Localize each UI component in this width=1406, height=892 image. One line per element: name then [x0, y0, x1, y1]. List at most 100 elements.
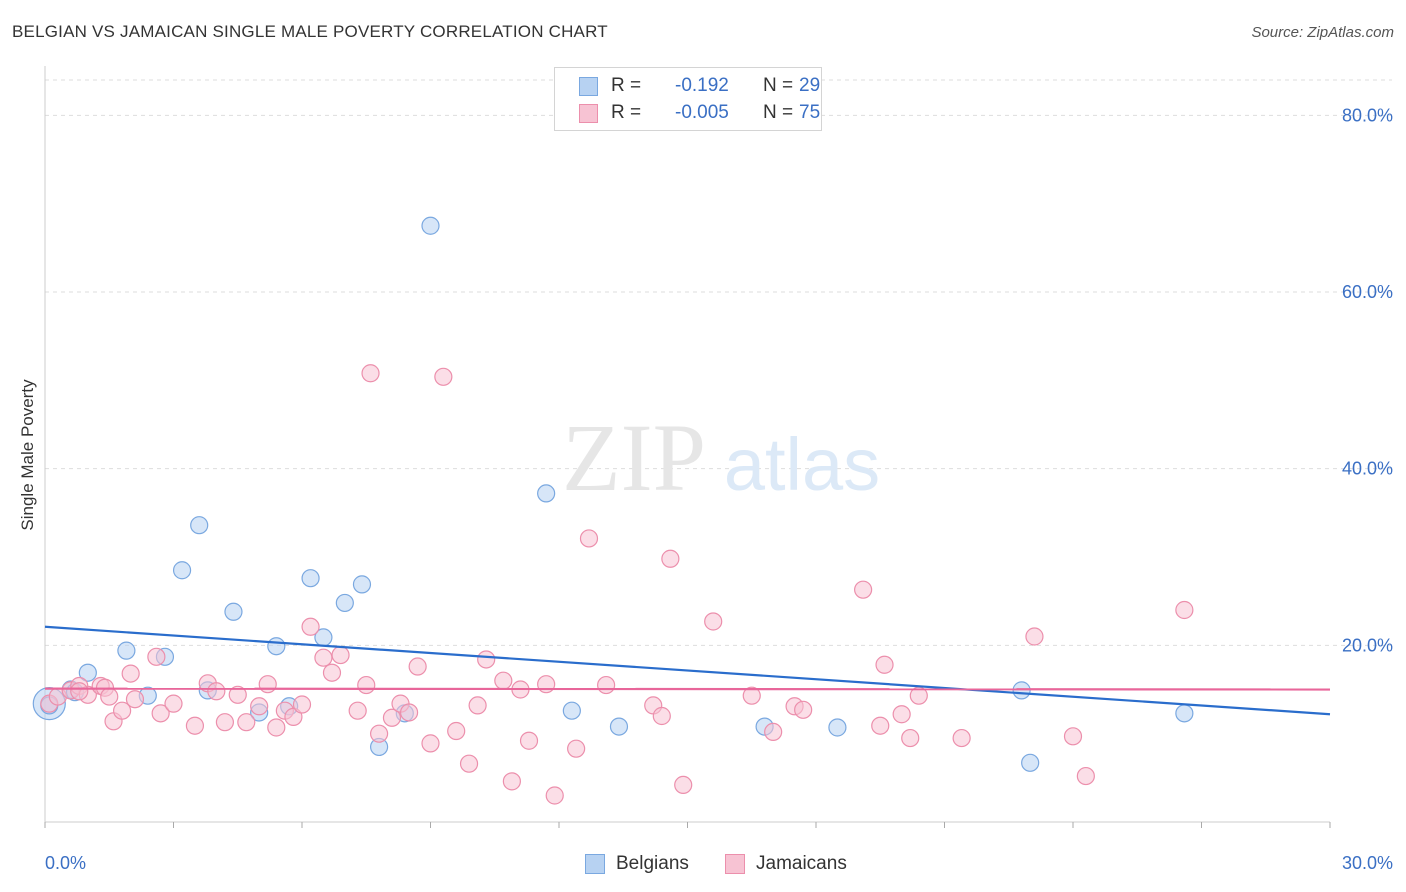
r-label: R =	[611, 75, 642, 96]
belgian-point	[1175, 704, 1194, 723]
jamaican-point	[228, 685, 247, 704]
jamaican-point	[382, 708, 402, 727]
jamaican-point	[661, 549, 680, 568]
belgian-point	[78, 663, 97, 682]
jamaican-point	[764, 722, 783, 742]
legend-item-belgians[interactable]: Belgians	[585, 852, 689, 876]
trend-lines	[44, 625, 1331, 716]
jamaicans-swatch	[579, 103, 598, 123]
jamaican-point	[901, 728, 920, 748]
source-note: Source: ZipAtlas.com	[1251, 24, 1394, 41]
n-value: 75	[799, 102, 821, 123]
y-axis-label: Single Male Poverty	[18, 379, 37, 531]
y-tick-label: 40.0%	[1342, 459, 1393, 479]
jamaican-point	[331, 645, 350, 665]
jamaican-point	[459, 754, 479, 773]
jamaican-point	[468, 696, 487, 715]
r-label: R =	[611, 102, 642, 123]
jamaican-point	[704, 612, 723, 631]
belgian-point	[537, 484, 556, 503]
r-value: -0.192	[675, 75, 729, 96]
jamaican-point	[854, 580, 873, 599]
jamaican-point	[1076, 766, 1095, 786]
jamaican-point	[494, 671, 513, 690]
data-points	[32, 216, 1194, 805]
belgian-point	[352, 575, 372, 594]
jamaican-point	[952, 728, 971, 748]
jamaican-point	[100, 687, 119, 706]
jamaican-point	[742, 686, 761, 705]
belgian-point	[267, 637, 286, 656]
jamaican-point	[537, 675, 556, 694]
jamaican-point	[1063, 727, 1083, 746]
jamaican-point	[357, 675, 376, 695]
jamaican-point	[545, 786, 564, 805]
belgian-point	[224, 602, 243, 621]
n-label: N =	[763, 102, 794, 123]
r-value: -0.005	[675, 102, 729, 123]
belgian-point	[117, 641, 136, 660]
jamaican-point	[215, 713, 234, 732]
jamaican-point	[151, 704, 170, 723]
jamaican-point	[314, 648, 333, 667]
y-tick-label: 20.0%	[1342, 635, 1393, 655]
gridlines	[45, 79, 1392, 646]
jamaican-point	[207, 682, 226, 701]
belgian-point	[301, 569, 320, 588]
legend-label: Belgians	[616, 853, 689, 874]
legend-item-jamaicans[interactable]: Jamaicans	[725, 852, 847, 876]
jamaican-point	[112, 701, 132, 720]
belgian-point	[335, 593, 354, 613]
jamaican-point	[121, 664, 140, 683]
jamaican-point	[477, 650, 496, 669]
belgians-swatch	[579, 76, 598, 96]
watermark: ZIP atlas	[562, 404, 880, 511]
y-tick-label: 60.0%	[1342, 282, 1393, 302]
chart-title: BELGIAN VS JAMAICAN SINGLE MALE POVERTY …	[12, 22, 608, 41]
belgian-point	[1021, 753, 1040, 772]
jamaican-point	[1175, 600, 1194, 620]
jamaican-point	[794, 700, 813, 719]
jamaican-point	[447, 721, 466, 741]
belgians-legend-swatch	[585, 854, 605, 874]
jamaican-point	[408, 657, 427, 676]
belgian-point	[190, 516, 209, 535]
belgian-point	[172, 561, 192, 580]
x-tick-label: 0.0%	[45, 853, 86, 873]
jamaican-point	[434, 367, 453, 386]
jamaican-point	[348, 701, 367, 720]
jamaican-point	[579, 529, 599, 548]
jamaican-point	[875, 655, 894, 674]
jamaican-point	[502, 772, 521, 791]
jamaican-point	[292, 695, 312, 714]
watermark-atlas: atlas	[724, 423, 880, 506]
jamaican-point	[237, 713, 256, 732]
n-value: 29	[799, 75, 821, 96]
jamaican-point	[399, 703, 419, 722]
jamaican-point	[652, 706, 671, 726]
jamaican-point	[361, 364, 380, 383]
jamaican-point	[567, 739, 586, 758]
belgian-point	[609, 717, 629, 736]
jamaican-point	[1025, 627, 1044, 646]
belgian-point	[562, 701, 581, 720]
belgian-point	[421, 216, 440, 235]
jamaican-point	[597, 675, 616, 695]
belgian-trend-line	[44, 625, 1331, 716]
n-label: N =	[763, 75, 794, 96]
belgian-point	[828, 718, 847, 737]
tick-labels: 20.0% 40.0% 60.0% 80.0% 0.0% 30.0%	[45, 105, 1393, 873]
jamaican-point	[185, 716, 205, 735]
jamaican-point	[421, 734, 440, 753]
jamaican-point	[70, 682, 89, 701]
jamaican-point	[871, 716, 890, 735]
jamaican-point	[267, 718, 286, 737]
jamaican-point	[322, 663, 342, 682]
watermark-zip: ZIP	[562, 404, 706, 511]
jamaican-point	[147, 647, 166, 666]
legend-label: Jamaicans	[756, 853, 847, 874]
y-tick-label: 80.0%	[1342, 105, 1393, 125]
x-tick-label: 30.0%	[1342, 853, 1393, 873]
jamaican-trend-line	[44, 687, 1331, 691]
